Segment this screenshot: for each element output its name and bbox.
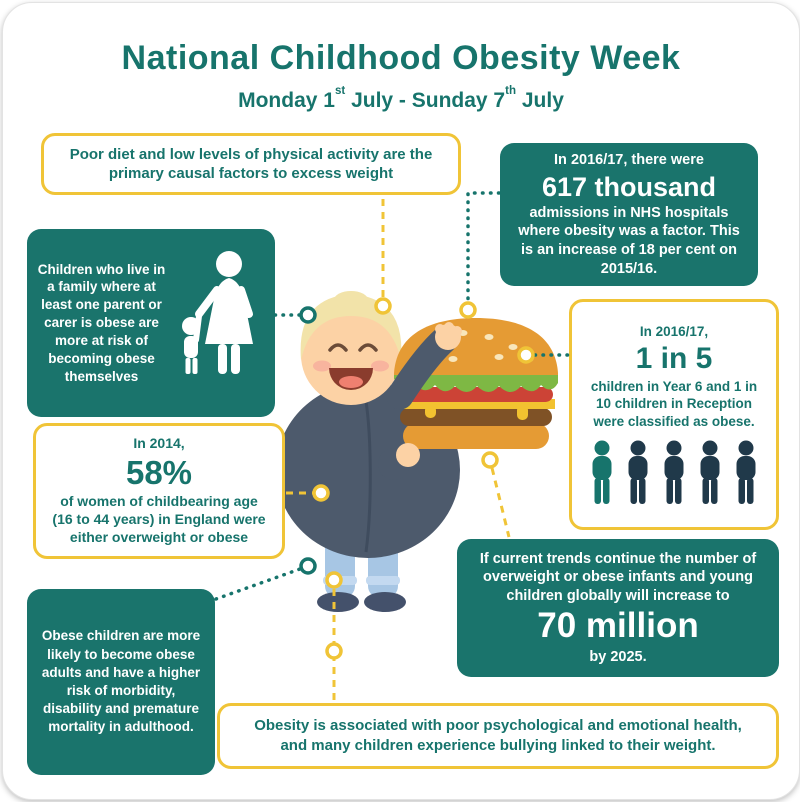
fact-box-psychological: Obesity is associated with poor psycholo…	[217, 703, 779, 769]
fact-big-number: 70 million	[537, 606, 699, 646]
subtitle-sup: th	[505, 84, 517, 97]
subtitle-text: July - Sunday 7	[345, 89, 506, 112]
fact-text: Poor diet and low levels of physical act…	[69, 145, 433, 183]
fact-big-number: 1 in 5	[635, 342, 713, 376]
fact-text: Children who live in a family where at l…	[37, 261, 166, 384]
fact-text: by 2025.	[589, 648, 647, 665]
fact-intro: In 2016/17,	[639, 324, 709, 340]
person-figures-row	[588, 440, 760, 506]
mother-and-child-icon	[182, 251, 254, 374]
fact-box-family-risk: Children who live in a family where at l…	[27, 229, 275, 417]
fact-box-admissions: In 2016/17, there were 617 thousand admi…	[500, 143, 758, 286]
person-icon	[664, 440, 684, 504]
closed-eye	[328, 343, 348, 352]
person-icon	[628, 440, 648, 504]
subtitle-text: July	[516, 89, 564, 112]
fact-text: of women of childbearing age (16 to 44 y…	[52, 493, 266, 546]
hand	[396, 443, 420, 467]
blush	[371, 360, 389, 372]
person-icon-highlighted	[592, 440, 612, 504]
subtitle-sup: st	[334, 84, 346, 97]
fact-text: Obese children are more likely to become…	[41, 628, 201, 735]
cheese	[397, 399, 555, 409]
fact-box-one-in-five: In 2016/17, 1 in 5 children in Year 6 an…	[569, 299, 779, 530]
fact-big-number: 58%	[125, 453, 193, 491]
person-icon	[700, 440, 720, 504]
bottom-bun	[403, 423, 549, 449]
fact-box-women-58: In 2014, 58% of women of childbearing ag…	[33, 423, 285, 559]
closed-eye	[358, 343, 378, 352]
fact-box-70-million: If current trends continue the number of…	[457, 539, 779, 677]
fact-intro: If current trends continue the number of…	[479, 550, 757, 604]
tongue	[339, 376, 363, 388]
subtitle-text: Monday 1	[238, 89, 335, 112]
fact-box-obese-adults: Obese children are more likely to become…	[27, 589, 215, 775]
subtitle: Monday 1st July - Sunday 7th July	[3, 85, 799, 113]
fact-big-number: 617 thousand	[541, 171, 717, 202]
lettuce	[394, 373, 558, 392]
fact-text: Obesity is associated with poor psycholo…	[254, 716, 742, 754]
person-icon	[736, 440, 756, 504]
child-with-burger-illustration	[276, 291, 558, 612]
page-title: National Childhood Obesity Week	[121, 39, 681, 77]
head	[301, 305, 401, 405]
fact-intro: In 2014,	[133, 434, 185, 451]
fact-box-poor-diet: Poor diet and low levels of physical act…	[41, 133, 461, 195]
fact-text: children in Year 6 and 1 in 10 children …	[590, 378, 758, 429]
patty	[400, 408, 552, 426]
shoe	[317, 592, 359, 612]
fact-intro: In 2016/17, there were	[554, 151, 704, 168]
blush	[313, 360, 331, 372]
shoe	[364, 592, 406, 612]
fact-text: admissions in NHS hospitals where obesit…	[518, 204, 740, 277]
